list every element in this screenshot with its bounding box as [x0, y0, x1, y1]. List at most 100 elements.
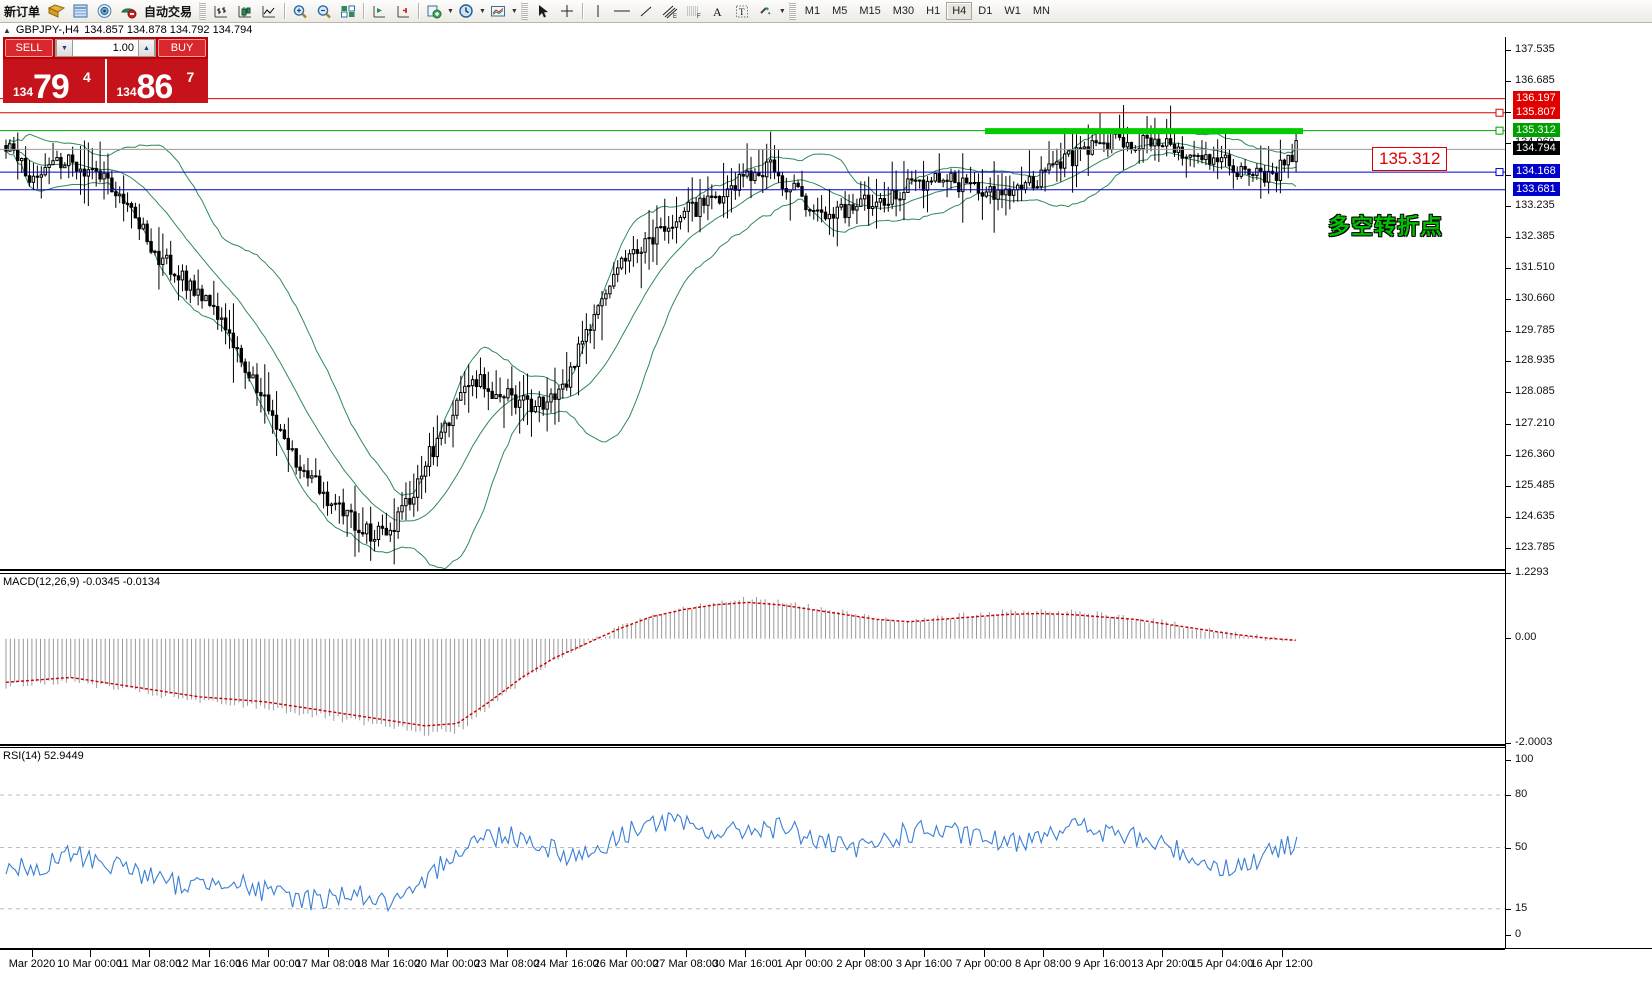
- price-axis-tick-label: 126.360: [1515, 447, 1555, 460]
- svg-text:F: F: [697, 14, 701, 19]
- date-tick: [447, 949, 449, 957]
- macd-chart-svg: [5, 596, 1297, 736]
- quote-divider: [104, 59, 107, 103]
- macd-pane[interactable]: MACD(12,26,9) -0.0345 -0.0134: [0, 573, 1505, 746]
- timeframe-mn[interactable]: MN: [1032, 5, 1050, 17]
- macd-label: MACD(12,26,9) -0.0345 -0.0134: [3, 576, 161, 588]
- toolbar-grip[interactable]: [199, 2, 207, 20]
- one-click-trading-panel[interactable]: SELL ▼ 1.00 ▲ BUY 134 79 4 134 86 7: [3, 37, 209, 106]
- date-tick: [685, 949, 687, 957]
- candlestick-chart-icon[interactable]: [234, 1, 256, 21]
- price-axis-tick-label: 129.785: [1515, 323, 1555, 336]
- sell-quote[interactable]: 134 79 4: [3, 59, 105, 106]
- buy-quote-fraction: 7: [186, 69, 195, 85]
- date-tick-label: 3 Apr 16:00: [895, 958, 953, 970]
- chevron-down-icon[interactable]: ▼: [478, 7, 486, 15]
- price-axis-tick-label: 132.385: [1515, 229, 1555, 242]
- price-level-tag[interactable]: 134.794: [1513, 141, 1560, 156]
- bar-chart-icon[interactable]: [210, 1, 232, 21]
- date-tick-label: 1 Apr 00:00: [776, 958, 833, 970]
- date-tick: [1222, 949, 1223, 957]
- templates-icon[interactable]: [487, 1, 509, 21]
- line-chart-icon[interactable]: [258, 1, 280, 21]
- timeframe-m5[interactable]: M5: [832, 5, 848, 17]
- sell-button[interactable]: SELL: [5, 39, 53, 57]
- date-axis[interactable]: Mar 2020 10 Mar 00:00 11 Mar 08:00 12 Mar 1…: [0, 948, 1652, 983]
- date-tick: [328, 949, 329, 957]
- trade-controls-row: SELL ▼ 1.00 ▲ BUY: [3, 37, 208, 59]
- price-axis-tick-label: 125.485: [1515, 479, 1555, 492]
- autotrading-button[interactable]: 自动交易: [144, 4, 193, 19]
- timeframe-m30[interactable]: M30: [892, 5, 915, 17]
- price-level-tag[interactable]: 133.681: [1513, 181, 1560, 196]
- quote-row: 134 79 4 134 86 7: [3, 59, 209, 106]
- price-axis-tick-label: 137.535: [1515, 43, 1555, 56]
- buy-button[interactable]: BUY: [158, 39, 206, 57]
- timeframe-m1[interactable]: M1: [804, 5, 821, 17]
- shift-end-icon[interactable]: [392, 1, 414, 21]
- equidistant-channel-icon[interactable]: E: [659, 1, 681, 21]
- data-window-icon[interactable]: [69, 1, 91, 21]
- collapse-icon[interactable]: ▲: [3, 25, 11, 35]
- toolbar-grip[interactable]: [520, 2, 528, 20]
- date-tick-label: 12 Mar 16:00: [176, 958, 242, 970]
- price-level-tag[interactable]: 136.197: [1513, 90, 1560, 105]
- autotrading-icon[interactable]: [117, 1, 139, 21]
- timeframe-m15[interactable]: M15: [859, 5, 881, 17]
- text-label-icon[interactable]: A: [707, 1, 729, 21]
- new-order-button[interactable]: 新订单: [4, 4, 41, 19]
- navigator-icon[interactable]: [93, 1, 115, 21]
- folder-icon[interactable]: [45, 1, 67, 21]
- zoom-out-icon[interactable]: [313, 1, 335, 21]
- price-chart-svg: [0, 98, 1505, 569]
- hline-icon[interactable]: [611, 1, 633, 21]
- toolbar-separator: [363, 3, 365, 19]
- timeframe-h1[interactable]: H1: [926, 5, 941, 17]
- timeframe-w1[interactable]: W1: [1004, 5, 1021, 17]
- date-tick-label: 26 Mar 00:00: [593, 958, 659, 970]
- zoom-in-icon[interactable]: [289, 1, 311, 21]
- price-level-tag[interactable]: 135.312: [1513, 122, 1560, 137]
- volume-increment-icon[interactable]: ▲: [138, 39, 155, 57]
- date-tick-label: 2 Apr 08:00: [836, 958, 893, 970]
- timeframe-h4[interactable]: H4: [946, 2, 973, 20]
- date-tick-label: 16 Mar 00:00: [235, 958, 301, 970]
- price-level-tag[interactable]: 135.807: [1513, 104, 1560, 119]
- price-pane[interactable]: [0, 37, 1505, 571]
- tile-windows-icon[interactable]: [337, 1, 359, 21]
- date-tick: [32, 949, 33, 957]
- price-level-tag[interactable]: 134.168: [1513, 164, 1560, 179]
- volume-input[interactable]: ▼ 1.00 ▲: [55, 39, 156, 57]
- text-icon[interactable]: T: [731, 1, 753, 21]
- chevron-down-icon[interactable]: ▼: [778, 7, 786, 15]
- volume-decrement-icon[interactable]: ▼: [56, 39, 73, 57]
- price-axis-tick-label: 130.660: [1515, 292, 1555, 305]
- shift-start-icon[interactable]: [368, 1, 390, 21]
- cursor-icon[interactable]: [532, 1, 554, 21]
- timeframe-d1[interactable]: D1: [978, 5, 993, 17]
- toolbar-grip[interactable]: [788, 2, 796, 20]
- fibonacci-icon[interactable]: F: [683, 1, 705, 21]
- crosshair-icon[interactable]: [556, 1, 578, 21]
- buy-quote[interactable]: 134 86 7: [107, 59, 209, 106]
- date-tick-label: 9 Apr 16:00: [1074, 958, 1131, 970]
- price-axis[interactable]: 137.535136.685135.835134.960134.085133.2…: [1505, 37, 1652, 948]
- date-tick: [804, 949, 806, 957]
- period-icon[interactable]: [455, 1, 477, 21]
- svg-text:T: T: [739, 7, 745, 17]
- rsi-pane[interactable]: RSI(14) 52.9449: [0, 747, 1505, 950]
- date-tick-label: 27 Mar 08:00: [653, 958, 719, 970]
- sell-quote-pips: 79: [33, 68, 70, 106]
- indicators-icon[interactable]: [423, 1, 445, 21]
- date-tick: [566, 949, 568, 957]
- chevron-down-icon[interactable]: ▼: [447, 7, 454, 15]
- drawings-icon[interactable]: [755, 1, 777, 21]
- trendline-icon[interactable]: [635, 1, 657, 21]
- date-tick: [268, 949, 270, 957]
- price-axis-tick-label: 123.785: [1515, 540, 1555, 553]
- volume-value[interactable]: 1.00: [112, 42, 134, 54]
- chevron-down-icon[interactable]: ▼: [510, 7, 518, 15]
- vline-icon[interactable]: [587, 1, 609, 21]
- date-tick: [1281, 949, 1283, 957]
- date-tick-label: 24 Mar 16:00: [533, 958, 599, 970]
